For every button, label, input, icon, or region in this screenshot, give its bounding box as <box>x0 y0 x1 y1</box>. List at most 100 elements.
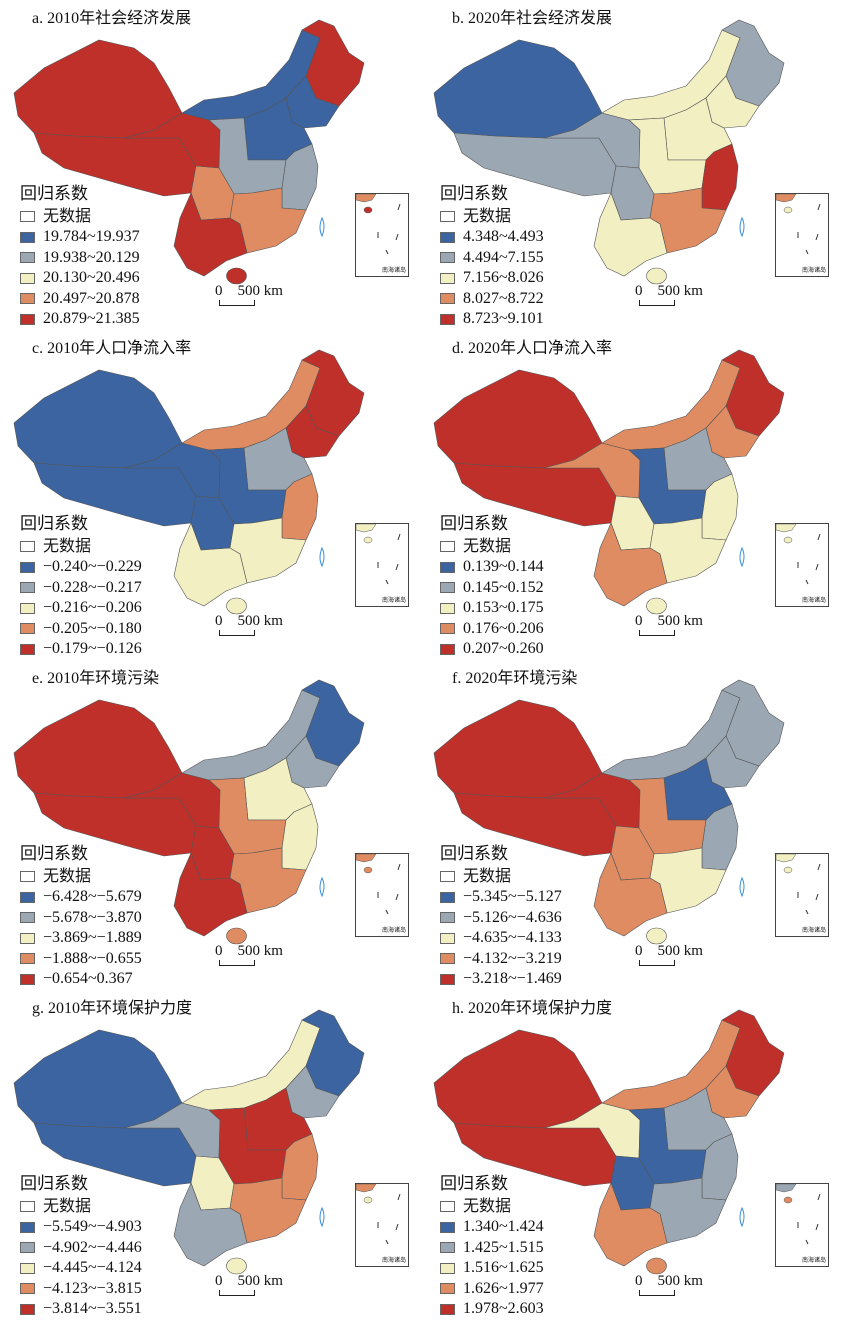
region-hainan <box>226 267 247 285</box>
legend-item: 4.348~4.493 <box>440 227 544 248</box>
legend-label: 无数据 <box>43 207 92 225</box>
south-china-sea-inset: 南海诸岛 <box>775 853 829 937</box>
legend-title: 回归系数 <box>440 1174 508 1193</box>
legend-item: −0.654~0.367 <box>20 969 142 990</box>
region-hainan <box>646 927 667 945</box>
region-northeast <box>721 349 785 437</box>
legend-label: −6.428~−5.679 <box>43 888 142 905</box>
region-xinjiang <box>433 699 603 799</box>
region-tibet <box>33 462 197 527</box>
legend-item: −5.678~−3.870 <box>20 908 142 929</box>
china-choropleth-map <box>433 19 785 285</box>
legend-item: 4.494~7.155 <box>440 248 544 269</box>
region-southwest <box>173 192 248 277</box>
legend-label: −0.205~−0.180 <box>43 619 142 637</box>
south-china-sea-inset: 南海诸岛 <box>775 193 829 277</box>
legend-item-nodata: 无数据 <box>20 537 142 558</box>
legend-label: −5.678~−3.870 <box>43 908 142 926</box>
map-panel: g. 2010年环境保护力度 回归系数 无数据 −5.549~−4.903 −4.902… <box>0 990 423 1320</box>
legend-swatch <box>20 561 35 573</box>
region-xinjiang <box>433 39 603 139</box>
legend-item: 1.425~1.515 <box>440 1238 544 1259</box>
legend-swatch <box>20 871 35 883</box>
legend-swatch <box>20 891 35 903</box>
region-xinjiang <box>13 699 183 799</box>
south-china-sea-inset: 南海诸岛 <box>355 853 409 937</box>
legend-label: −0.654~0.367 <box>43 970 133 987</box>
taiwan-outline <box>319 216 325 238</box>
panel-title: g. 2010年环境保护力度 <box>32 1000 193 1017</box>
taiwan-outline <box>739 876 745 898</box>
legend-label: 0.145~0.152 <box>463 578 544 596</box>
region-hainan <box>646 267 667 285</box>
china-choropleth-map <box>13 19 365 285</box>
map-panel: d. 2020年人口净流入率 回归系数 无数据 0.139~0.144 0.145~0.… <box>420 330 843 660</box>
legend-label: 无数据 <box>43 867 92 885</box>
legend-item: −4.132~−3.219 <box>440 949 562 970</box>
legend-swatch <box>20 1221 35 1233</box>
legend-item: 19.784~19.937 <box>20 227 140 248</box>
legend-item: 20.497~20.878 <box>20 289 140 310</box>
scale-label: 0 500 km <box>215 613 283 629</box>
region-southwest <box>593 192 668 277</box>
taiwan-outline <box>739 546 745 568</box>
region-southwest <box>593 522 668 607</box>
legend-label: 8.723~9.101 <box>463 310 544 327</box>
legend-item: 0.139~0.144 <box>440 557 544 578</box>
panel-title: a. 2010年社会经济发展 <box>32 10 192 27</box>
legend-label: 20.130~20.496 <box>43 269 140 286</box>
inset-label: 南海诸岛 <box>801 598 826 604</box>
legend-label: 19.784~19.937 <box>43 228 140 245</box>
region-tibet <box>453 132 617 197</box>
legend-swatch <box>440 891 455 903</box>
inset-map <box>776 194 821 255</box>
legend-title: 回归系数 <box>20 1174 88 1193</box>
china-choropleth-map <box>13 679 365 945</box>
map-panel: c. 2010年人口净流入率 回归系数 无数据 −0.240~−0.229 −0.228… <box>0 330 423 660</box>
legend-label: 无数据 <box>43 537 92 555</box>
map-panel: f. 2020年环境污染 回归系数 无数据 −5.345~−5.127 −5.126~−… <box>420 660 843 990</box>
legend-item-nodata: 无数据 <box>20 867 142 888</box>
legend-swatch <box>20 231 35 243</box>
legend-item: 1.626~1.977 <box>440 1279 544 1300</box>
scale-label: 0 500 km <box>635 1273 703 1289</box>
inset-label: 南海诸岛 <box>381 598 406 604</box>
region-hainan <box>226 927 247 945</box>
legend: 回归系数 无数据 19.784~19.937 19.938~20.129 20.130~… <box>20 184 140 330</box>
region-xinjiang <box>13 369 183 469</box>
region-northeast <box>301 349 365 437</box>
legend-swatch <box>440 231 455 243</box>
map-panel: a. 2010年社会经济发展 回归系数 无数据 19.784~19.937 19.938… <box>0 0 423 330</box>
legend-swatch <box>440 211 455 223</box>
legend-label: 1.340~1.424 <box>463 1218 544 1235</box>
legend: 回归系数 无数据 4.348~4.493 4.494~7.155 7.156~8.026… <box>440 184 544 330</box>
inset-label: 南海诸岛 <box>801 268 826 274</box>
china-choropleth-map <box>13 349 365 615</box>
legend-label: 无数据 <box>463 207 512 225</box>
legend-swatch <box>440 1283 455 1295</box>
legend-item: 1.978~2.603 <box>440 1299 544 1320</box>
inset-map <box>776 1184 821 1245</box>
taiwan-outline <box>319 546 325 568</box>
region-northeast <box>721 1009 785 1097</box>
legend-item: −4.445~−4.124 <box>20 1258 142 1279</box>
legend-label: 无数据 <box>463 1197 512 1215</box>
legend-swatch <box>20 1303 35 1315</box>
legend-label: 8.027~8.722 <box>463 289 544 307</box>
legend-title: 回归系数 <box>440 844 508 863</box>
scale-bar: 0 500 km <box>635 283 703 306</box>
legend-label: 无数据 <box>463 537 512 555</box>
south-china-sea-inset: 南海诸岛 <box>775 523 829 607</box>
legend-title: 回归系数 <box>20 184 88 203</box>
region-hainan <box>226 597 247 615</box>
panel-title: d. 2020年人口净流入率 <box>452 340 613 357</box>
legend: 回归系数 无数据 −0.240~−0.229 −0.228~−0.217 −0.216~… <box>20 514 142 660</box>
legend-swatch <box>440 1201 455 1213</box>
legend-swatch <box>20 1201 35 1213</box>
inset-label: 南海诸岛 <box>801 928 826 934</box>
legend-item: −5.345~−5.127 <box>440 887 562 908</box>
legend-label: 0.139~0.144 <box>463 558 544 575</box>
legend-label: −0.179~−0.126 <box>43 640 142 657</box>
legend: 回归系数 无数据 −5.345~−5.127 −5.126~−4.636 −4.635~… <box>440 844 562 990</box>
